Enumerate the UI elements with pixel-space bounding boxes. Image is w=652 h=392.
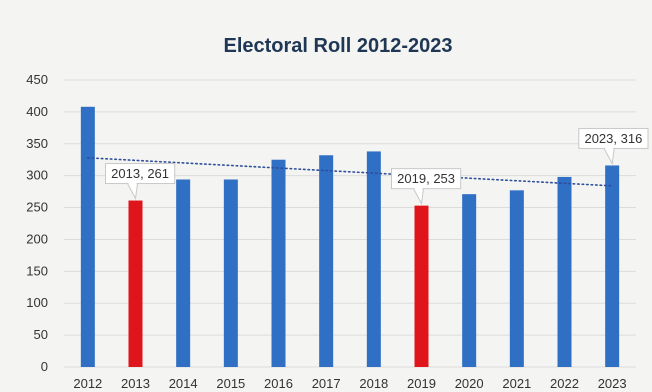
bar-2015	[223, 179, 238, 367]
bar-2023	[605, 165, 620, 367]
callout-pointer	[126, 183, 139, 201]
bar-2013	[128, 200, 143, 367]
x-axis-ticks: 2012 2013 2014 2015 2016 2017 2018 2019 2020 2021…	[73, 376, 626, 391]
callout-joint	[414, 187, 423, 190]
bar-2020	[462, 194, 477, 367]
x-tick-label: 2012	[73, 376, 102, 391]
callout-box	[578, 127, 649, 149]
y-tick-label: 400	[26, 104, 48, 119]
y-tick-label: 0	[41, 359, 48, 374]
bar-2021	[509, 190, 524, 367]
callout-label: 2019, 253	[397, 171, 455, 186]
callout-joint	[605, 147, 614, 150]
grid-lines	[64, 79, 636, 368]
trendline	[87, 157, 613, 187]
x-tick-label: 2014	[169, 376, 198, 391]
chart-title: Electoral Roll 2012-2023	[223, 35, 452, 57]
x-tick-label: 2020	[455, 376, 484, 391]
x-tick-label: 2013	[121, 376, 150, 391]
bar-2014	[176, 179, 191, 367]
trendline-layer	[87, 157, 613, 187]
callouts: 2013, 261 2019, 253 2023, 316	[105, 127, 649, 206]
y-tick-label: 150	[26, 263, 48, 278]
callout-2023: 2023, 316	[578, 127, 649, 166]
x-tick-label: 2017	[312, 376, 341, 391]
callout-box	[105, 163, 176, 185]
y-tick-label: 450	[26, 72, 48, 87]
bars	[80, 106, 620, 367]
bar-2019	[414, 205, 429, 367]
bar-2017	[319, 155, 334, 367]
y-tick-label: 250	[26, 200, 48, 215]
x-tick-label: 2018	[359, 376, 388, 391]
y-tick-label: 300	[26, 168, 48, 183]
bar-2018	[366, 151, 381, 367]
x-tick-label: 2023	[598, 376, 627, 391]
x-tick-label: 2021	[502, 376, 531, 391]
callout-pointer	[412, 188, 425, 206]
x-tick-label: 2016	[264, 376, 293, 391]
y-tick-label: 200	[26, 231, 48, 246]
bar-2022	[557, 176, 572, 367]
callout-label: 2023, 316	[584, 131, 642, 146]
bar-2012	[80, 106, 95, 367]
x-tick-label: 2015	[216, 376, 245, 391]
callout-2013: 2013, 261	[105, 163, 176, 201]
callout-pointer	[603, 147, 615, 166]
x-tick-label: 2022	[550, 376, 579, 391]
y-tick-label: 350	[26, 136, 48, 151]
bar-2016	[271, 159, 286, 367]
callout-2019: 2019, 253	[391, 168, 462, 206]
y-tick-label: 50	[34, 327, 48, 342]
x-tick-label: 2019	[407, 376, 436, 391]
callout-joint	[128, 182, 137, 185]
callout-label: 2013, 261	[111, 166, 169, 181]
y-tick-label: 100	[26, 295, 48, 310]
callout-box	[391, 168, 462, 190]
y-axis-ticks: 0 50 100 150 200 250 300 350 400 450	[26, 72, 48, 374]
